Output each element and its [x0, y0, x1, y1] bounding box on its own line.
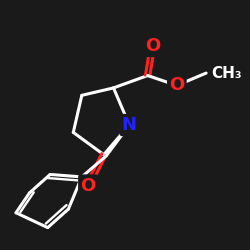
Text: N: N [122, 116, 137, 134]
Text: CH₃: CH₃ [211, 66, 242, 80]
Text: O: O [145, 37, 160, 55]
Text: O: O [169, 76, 184, 94]
Text: O: O [80, 176, 96, 194]
